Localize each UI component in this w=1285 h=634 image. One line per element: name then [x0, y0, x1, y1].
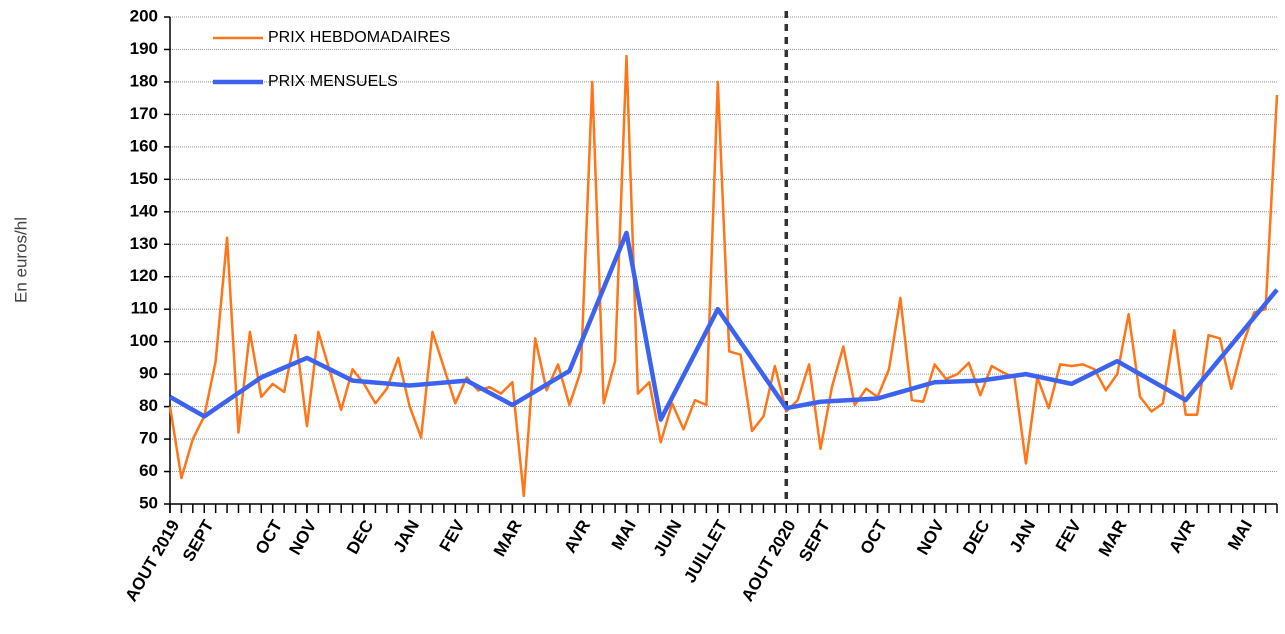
x-tick-label: DEC — [343, 517, 377, 558]
x-tick-label: DEC — [959, 517, 993, 558]
y-tick-label: 170 — [130, 104, 158, 123]
y-tick-label: 200 — [130, 6, 158, 25]
x-tick-label: MAI — [608, 517, 640, 553]
x-tick-label: JUIN — [650, 517, 686, 560]
y-tick-label: 180 — [130, 71, 158, 90]
y-tick-label: 70 — [139, 429, 158, 448]
x-tick-label: FEV — [1052, 516, 1085, 555]
x-tick-label: JAN — [390, 517, 423, 556]
series-line — [168, 230, 1279, 422]
series-line — [168, 54, 1279, 498]
y-axis-label: En euros/hl — [11, 217, 30, 303]
x-tick-label: MAR — [490, 517, 526, 560]
y-tick-label: 150 — [130, 169, 158, 188]
x-tick-label: MAI — [1224, 517, 1256, 553]
x-tick-label: SEPT — [795, 516, 834, 564]
y-tick-label: 120 — [130, 266, 158, 285]
x-tick-label: OCT — [857, 516, 892, 557]
y-tick-label: 80 — [139, 396, 158, 415]
y-tick-label: 110 — [131, 299, 158, 318]
x-tick-label: NOV — [285, 516, 320, 558]
y-tick-label: 130 — [130, 234, 158, 253]
y-tick-label: 100 — [130, 331, 158, 350]
legend-label: PRIX MENSUELS — [268, 73, 398, 90]
x-tick-label: AOUT 2020 — [738, 517, 800, 605]
y-tick-label: 190 — [130, 39, 158, 58]
x-tick-label: AVR — [560, 517, 594, 556]
y-tick-label: 90 — [139, 364, 158, 383]
x-tick-label: SEPT — [179, 516, 218, 564]
x-tick-label: JUILLET — [680, 516, 731, 586]
x-tick-label: JAN — [1006, 517, 1039, 556]
y-tick-label: 60 — [139, 461, 158, 480]
legend-label: PRIX HEBDOMADAIRES — [268, 29, 450, 46]
x-tick-label: FEV — [436, 516, 469, 555]
y-tick-label: 50 — [139, 493, 158, 512]
y-tick-label: 140 — [130, 201, 158, 220]
x-tick-label: OCT — [252, 516, 287, 557]
x-tick-label: NOV — [913, 516, 948, 558]
x-tick-label: MAR — [1095, 517, 1131, 560]
x-tick-label: AVR — [1165, 517, 1199, 556]
x-tick-label: AOUT 2019 — [122, 517, 184, 605]
y-tick-label: 160 — [130, 136, 158, 155]
